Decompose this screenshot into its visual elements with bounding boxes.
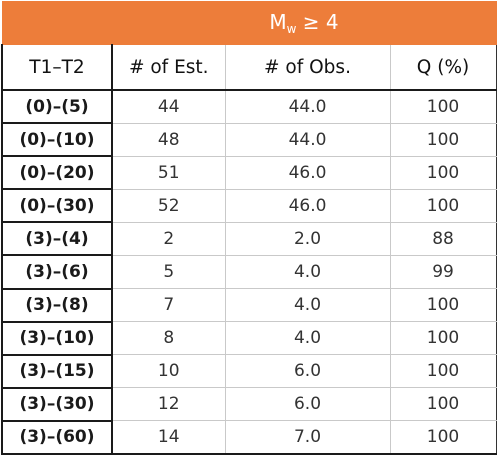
cell-window: (3)–(6) [1,255,113,290]
table-row: (3)–(15) 10 6.0 100 [1,354,497,389]
cell-observed: 46.0 [224,189,391,223]
group-header-row: Mw ≥ 4 [1,1,497,45]
column-header-observed: # of Obs. [224,44,391,91]
cell-q-percent: 88 [389,222,497,256]
table-row: (3)–(30) 12 6.0 100 [1,387,497,422]
cell-estimated: 51 [111,156,226,190]
cell-observed: 2.0 [224,222,391,256]
cell-observed: 4.0 [224,255,391,290]
cell-window: (0)–(5) [1,90,113,125]
cell-window: (3)–(15) [1,354,113,389]
cell-estimated: 10 [111,354,226,389]
cell-observed: 6.0 [224,387,391,422]
cell-window: (3)–(10) [1,321,113,356]
cell-estimated: 48 [111,123,226,157]
column-header-estimated: # of Est. [111,44,226,91]
cell-q-percent: 100 [389,354,497,389]
cell-estimated: 8 [111,321,226,356]
cell-window: (0)–(10) [1,123,113,158]
cell-window: (3)–(4) [1,222,113,257]
cell-q-percent: 100 [389,288,497,323]
cell-estimated: 12 [111,387,226,422]
magnitude-group-header: Mw ≥ 4 [111,1,497,45]
table-body: (0)–(5) 44 44.0 100 (0)–(10) 48 44.0 100 (0)–(20… [1,90,497,455]
cell-observed: 44.0 [224,123,391,157]
magnitude-threshold: ≥ 4 [296,10,339,34]
cell-q-percent: 100 [389,123,497,157]
cell-estimated: 44 [111,90,226,124]
table-row: (3)–(10) 8 4.0 100 [1,321,497,356]
table-row: (3)–(8) 7 4.0 100 [1,288,497,323]
magnitude-symbol: M [269,10,287,34]
cell-observed: 4.0 [224,321,391,356]
column-header-q-percent: Q (%) [389,44,497,91]
group-header-spacer [1,1,113,45]
table-row: (0)–(20) 51 46.0 100 [1,156,497,191]
cell-estimated: 7 [111,288,226,323]
cell-estimated: 2 [111,222,226,256]
table-row: (3)–(4) 2 2.0 88 [1,222,497,257]
table-row: (3)–(60) 14 7.0 100 [1,420,497,455]
cell-window: (3)–(60) [1,420,113,455]
cell-q-percent: 100 [389,387,497,422]
cell-estimated: 52 [111,189,226,223]
cell-q-percent: 100 [389,156,497,190]
cell-observed: 46.0 [224,156,391,190]
cell-window: (0)–(30) [1,189,113,224]
cell-q-percent: 100 [389,189,497,223]
cell-observed: 6.0 [224,354,391,389]
cell-q-percent: 100 [389,321,497,356]
cell-estimated: 14 [111,420,226,455]
cell-q-percent: 100 [389,90,497,124]
cell-q-percent: 99 [389,255,497,290]
cell-observed: 7.0 [224,420,391,455]
cell-window: (0)–(20) [1,156,113,191]
column-header-row: T1–T2 # of Est. # of Obs. Q (%) [1,44,497,91]
column-header-window: T1–T2 [1,44,113,91]
table-row: (0)–(5) 44 44.0 100 [1,90,497,125]
cell-window: (3)–(8) [1,288,113,323]
cell-observed: 4.0 [224,288,391,323]
cell-estimated: 5 [111,255,226,290]
cell-window: (3)–(30) [1,387,113,422]
cell-q-percent: 100 [389,420,497,455]
table-row: (0)–(10) 48 44.0 100 [1,123,497,158]
cell-observed: 44.0 [224,90,391,124]
table-row: (0)–(30) 52 46.0 100 [1,189,497,224]
magnitude-subscript: w [286,22,297,36]
table-row: (3)–(6) 5 4.0 99 [1,255,497,290]
